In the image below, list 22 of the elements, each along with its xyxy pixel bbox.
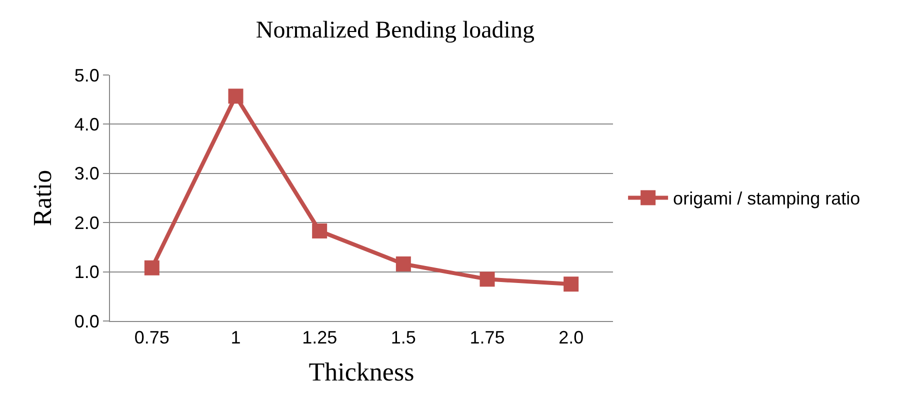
point bbox=[312, 223, 328, 238]
point bbox=[228, 88, 244, 104]
y-axis-title: Ratio bbox=[28, 170, 57, 226]
chart-title: Normalized Bending loading bbox=[256, 17, 534, 44]
y-tick-label: 1.0 bbox=[74, 262, 100, 282]
point bbox=[144, 260, 160, 276]
x-tick-label: 1.75 bbox=[470, 328, 505, 348]
x-axis-title: Thickness bbox=[308, 357, 414, 386]
y-tick-label: 4.0 bbox=[74, 114, 100, 134]
x-tick-label: 2.0 bbox=[558, 328, 584, 348]
point bbox=[480, 272, 495, 287]
point bbox=[564, 276, 579, 292]
y-tick-label: 2.0 bbox=[74, 212, 100, 233]
y-tick-label: 5.0 bbox=[74, 65, 100, 86]
x-tick-label: 0.75 bbox=[134, 328, 170, 348]
y-tick-label: 3.0 bbox=[74, 164, 100, 184]
x-tick-label: 1.5 bbox=[390, 328, 416, 348]
legend-label: origami / stamping ratio bbox=[673, 188, 860, 209]
x-tick-label: 1 bbox=[230, 328, 241, 348]
point bbox=[396, 256, 411, 272]
y-tick-label: 0.0 bbox=[74, 311, 100, 332]
x-tick-label: 1.25 bbox=[302, 328, 338, 348]
